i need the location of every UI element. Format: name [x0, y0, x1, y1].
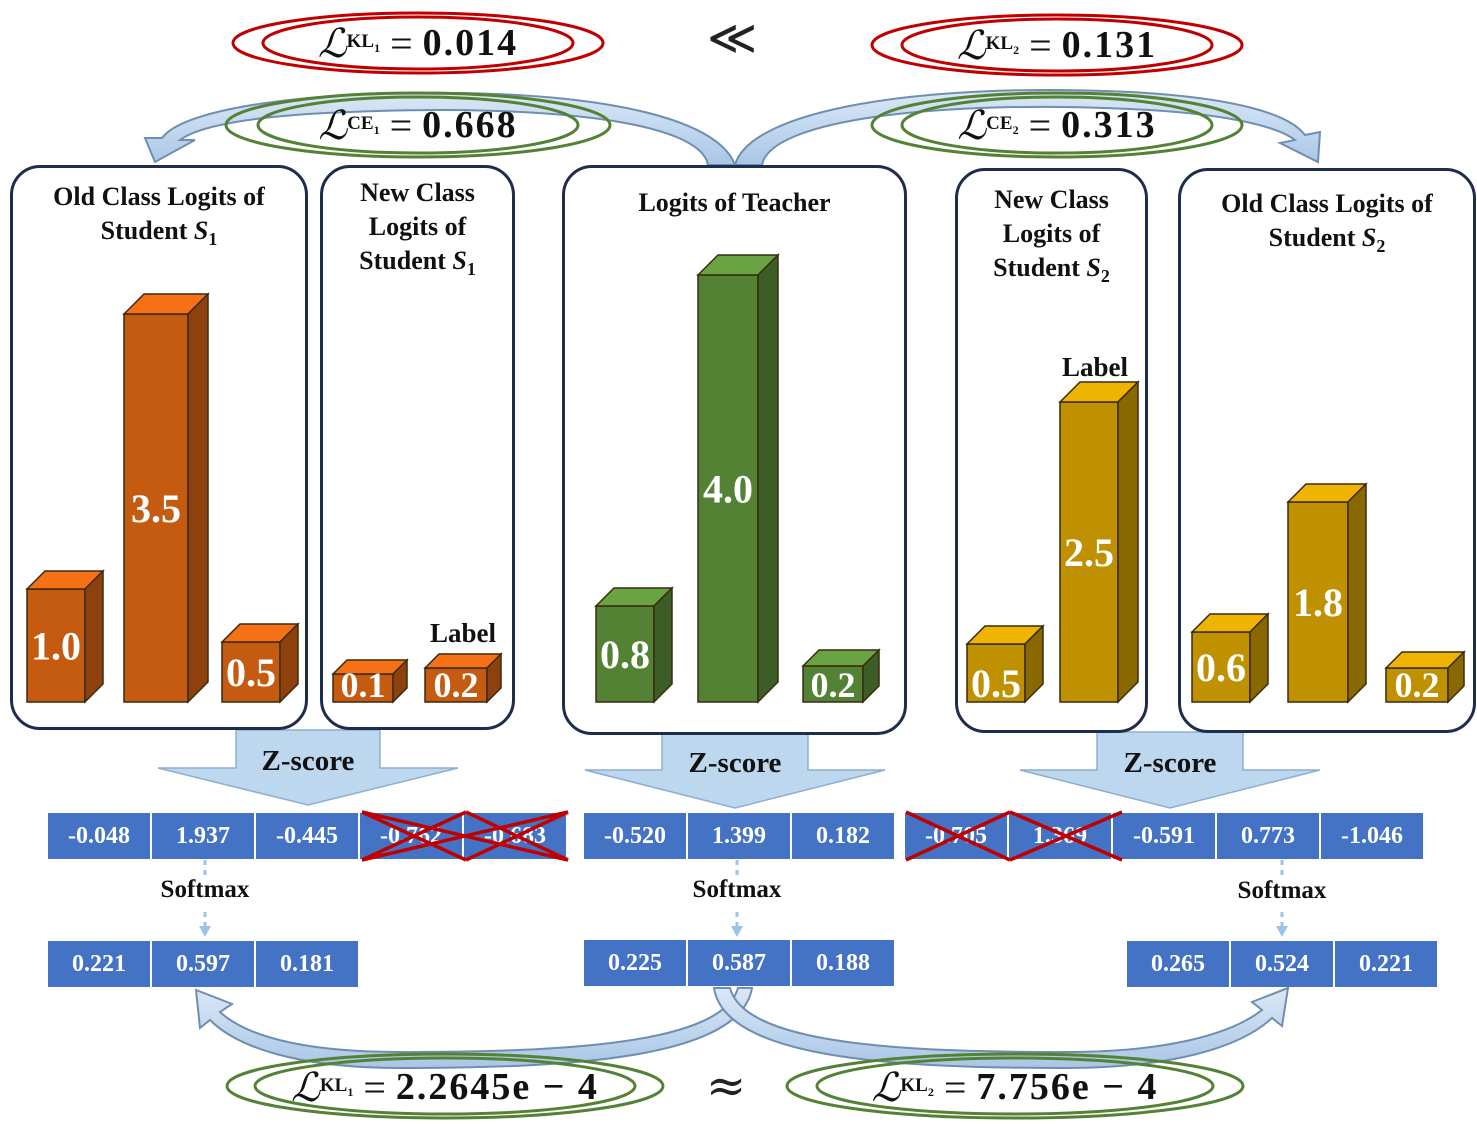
value-cell: 1.937: [152, 813, 254, 859]
value-cell: 0.181: [256, 941, 358, 987]
label-annotation: Label: [1062, 352, 1129, 382]
curved-arrow-bottom-right: [712, 986, 1290, 1070]
bar-value-label: 4.0: [703, 467, 753, 512]
bar-value-label: 1.0: [31, 624, 81, 669]
softmax-label-middle: Softmax: [692, 876, 782, 903]
bar-teacher-1: 0.8: [594, 586, 674, 704]
value-cell: 0.182: [792, 813, 894, 859]
formula-kl1-top: ℒ KL1 = 0.014: [317, 20, 519, 66]
value-cell: 0.221: [1335, 941, 1437, 987]
curved-arrow-bottom-left: [194, 987, 754, 1070]
label-annotation: Label: [430, 618, 497, 648]
bar-s1-new-1: 0.1: [331, 658, 409, 705]
bar-s2-old-1: 0.6: [1190, 612, 1270, 704]
value-cell: -0.762: [360, 813, 462, 859]
value-cell: -0.683: [464, 813, 566, 859]
bar-value-label: 2.5: [1064, 530, 1114, 575]
value-cell: 0.221: [48, 941, 150, 987]
value-cell: -0.591: [1113, 813, 1215, 859]
value-cell: 0.225: [584, 940, 686, 986]
panel-title: New Class Logits of Student S1: [359, 178, 476, 280]
panel-s1-new: New Class Logits of Student S1: [320, 165, 515, 730]
zscore-label: Z-score: [1124, 747, 1217, 779]
bar-s1-old-3: 0.5: [220, 622, 300, 704]
bar-value-label: 0.6: [1196, 645, 1246, 690]
value-cell: -0.705: [905, 813, 1007, 859]
bar-s2-old-2: 1.8: [1286, 482, 1368, 704]
value-cell: 0.587: [688, 940, 790, 986]
value-cell: 0.188: [792, 940, 894, 986]
value-cell: -0.048: [48, 813, 150, 859]
value-cell: 1.369: [1009, 813, 1111, 859]
bar-teacher-2: 4.0: [696, 253, 780, 704]
panel-title: New Class Logits of Student S2: [993, 185, 1110, 287]
bar-s2-new-1: 0.5: [965, 624, 1045, 706]
value-cell: 0.597: [152, 941, 254, 987]
curved-arrow-teacher-to-s2: [733, 89, 1322, 166]
formula-ce1: ℒ CE1 = 0.668: [318, 102, 518, 148]
zscore-arrow-right: Z-score: [1019, 731, 1321, 809]
zscore-arrow-middle: Z-score: [584, 731, 886, 809]
bar-value-label: 0.1: [341, 665, 386, 705]
softmax-label-left: Softmax: [160, 876, 250, 903]
formula-kl2-top: ℒ KL2 = 0.131: [956, 22, 1158, 68]
value-cell: -1.046: [1321, 813, 1423, 859]
bar-value-label: 0.2: [811, 665, 856, 705]
value-cell: -0.520: [584, 813, 686, 859]
softmax-label-right: Softmax: [1237, 877, 1327, 904]
formula-kl1-bottom: ℒ KL1 = 2.2645e − 4: [291, 1064, 599, 1110]
bar-value-label: 0.2: [1395, 665, 1440, 705]
relation-approx: ≈: [706, 1058, 747, 1114]
zscore-label: Z-score: [262, 745, 355, 777]
formula-kl2-bottom: ℒ KL2 = 7.756e − 4: [871, 1064, 1159, 1110]
value-cell: 0.773: [1217, 813, 1319, 859]
value-cell: 0.524: [1231, 941, 1333, 987]
bar-value-label: 0.5: [226, 650, 276, 695]
bar-s2-old-3: 0.2: [1384, 650, 1466, 705]
bar-value-label: 0.2: [434, 665, 479, 705]
bar-s1-old-1: 1.0: [25, 569, 105, 704]
bar-s1-old-2: 3.5: [122, 292, 210, 704]
bar-value-label: 0.5: [971, 661, 1021, 706]
value-cell: -0.445: [256, 813, 358, 859]
bar-s1-new-2: 0.2: [423, 652, 503, 705]
bar-s2-new-2: 2.5: [1058, 380, 1140, 704]
formula-ce2: ℒ CE2 = 0.313: [957, 102, 1157, 148]
bar-teacher-3: 0.2: [801, 648, 881, 705]
relation-much-less: ≪: [707, 10, 758, 66]
value-cell: 1.399: [688, 813, 790, 859]
panel-title: Logits of Teacher: [638, 188, 831, 217]
bar-value-label: 3.5: [131, 486, 181, 531]
zscore-arrow-left: Z-score: [157, 729, 459, 806]
panel-title: Old Class Logits of Student S2: [1221, 189, 1433, 257]
bar-value-label: 0.8: [600, 632, 650, 677]
zscore-label: Z-score: [689, 747, 782, 779]
panel-title: Old Class Logits of Student S1: [53, 182, 265, 250]
bar-value-label: 1.8: [1293, 580, 1343, 625]
value-cell: 0.265: [1127, 941, 1229, 987]
